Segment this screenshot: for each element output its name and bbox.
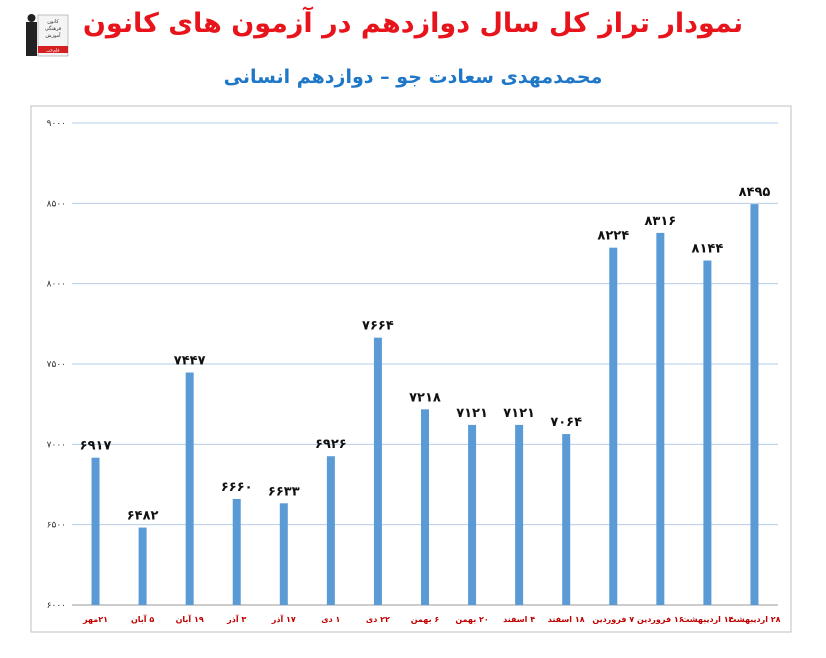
bar [91, 457, 100, 605]
data-label: ۷۴۴۷ [174, 354, 206, 369]
graduate-book-icon [26, 14, 69, 57]
x-axis-ticks: ۲۱مهر ۵ آبان ۱۹ آبان ۳ آذر ۱۷ آذر ۱ دی ۲۲ دی ۶ … [82, 614, 781, 624]
x-tick-label: ۵ آبان [131, 614, 154, 624]
data-label: ۸۲۲۴ [597, 229, 629, 244]
data-label: ۸۱۴۴ [692, 242, 724, 257]
logo-line-1: کانون [47, 19, 59, 25]
data-label: ۸۳۱۶ [644, 214, 676, 229]
y-tick-label: ۹۰۰۰ [47, 119, 66, 129]
bar [279, 503, 288, 605]
data-label: ۷۲۱۸ [409, 390, 441, 405]
x-tick-label: ۱۷ آذر [271, 614, 296, 624]
data-label: ۷۱۲۱ [503, 406, 535, 421]
y-tick-label: ۷۵۰۰ [47, 360, 66, 370]
x-tick-label: ۲۱مهر [82, 615, 108, 624]
data-label: ۸۴۹۵ [739, 185, 771, 200]
logo-line-2: فرهنگی [45, 25, 62, 32]
bar [232, 498, 241, 605]
x-tick-label: ۷ فروردین [592, 615, 634, 624]
y-tick-label: ۸۵۰۰ [47, 199, 66, 209]
x-tick-label: ۲۰ بهمن [455, 615, 488, 624]
bar [703, 260, 712, 605]
y-axis-ticks: ۶۰۰۰ ۶۵۰۰ ۷۰۰۰ ۷۵۰۰ ۸۰۰۰ ۸۵۰۰ ۹۰۰۰ [47, 119, 66, 611]
bar [185, 372, 194, 605]
data-label: ۶۶۶۰ [221, 480, 253, 495]
data-label: ۶۶۳۳ [268, 484, 300, 499]
x-tick-label: ۱۸ اسفند [548, 615, 585, 624]
y-tick-label: ۸۰۰۰ [47, 280, 66, 290]
bars [91, 204, 759, 605]
bar [326, 456, 335, 605]
bar [138, 527, 147, 605]
x-tick-label: ۲۸ اردیبهشت [728, 615, 780, 624]
bar [515, 424, 524, 605]
kanoon-logo: کانون فرهنگی آموزش قلم‌چی [26, 14, 69, 57]
bar [562, 434, 571, 605]
x-tick-label: ۲۲ دی [366, 615, 390, 624]
data-label: ۷۱۲۱ [456, 406, 488, 421]
bar [373, 337, 382, 605]
bar [656, 232, 665, 605]
bar [421, 409, 429, 605]
data-label: ۷۶۶۴ [362, 319, 394, 334]
x-tick-label: ۱۶ فروردین [637, 615, 684, 624]
chart-title: نمودار تراز کل سال دوازدهم در آزمون های … [82, 8, 744, 39]
data-label: ۶۹۱۷ [80, 439, 112, 454]
data-label: ۷۰۶۴ [550, 415, 582, 430]
x-tick-label: ۱ دی [321, 615, 340, 624]
bar [750, 204, 759, 605]
y-tick-label: ۶۰۰۰ [47, 601, 66, 611]
y-tick-label: ۶۵۰۰ [47, 521, 66, 531]
y-tick-label: ۷۰۰۰ [47, 440, 66, 450]
chart-subtitle: محمدمهدی سعادت جو – دوازدهم انسانی [223, 66, 603, 88]
x-tick-label: ۱۹ آبان [176, 614, 204, 624]
logo-line-4: قلم‌چی [46, 49, 59, 54]
x-tick-label: ۴ اسفند [503, 615, 535, 624]
x-tick-label: ۶ بهمن [411, 615, 440, 624]
bar [468, 424, 477, 605]
x-tick-label: ۱۴ اردیبهشت [681, 615, 733, 624]
data-label: ۶۹۲۶ [315, 437, 347, 452]
bar [609, 247, 618, 605]
logo-line-3: آموزش [45, 32, 61, 39]
x-tick-label: ۳ آذر [226, 614, 246, 624]
data-labels: ۶۹۱۷ ۶۴۸۲ ۷۴۴۷ ۶۶۶۰ ۶۶۳۳ ۶۹۲۶ ۷۶۶۴ ۷۲۱۸ ۷۱۲۱ ۷۱۲۱… [80, 185, 771, 523]
data-label: ۶۴۸۲ [127, 509, 159, 524]
bar-chart: ۶۰۰۰ ۶۵۰۰ ۷۰۰۰ ۷۵۰۰ ۸۰۰۰ ۸۵۰۰ ۹۰۰۰ ۶۹۱۷ ۶۴۸۲ ۷۴۴… [30, 105, 792, 633]
